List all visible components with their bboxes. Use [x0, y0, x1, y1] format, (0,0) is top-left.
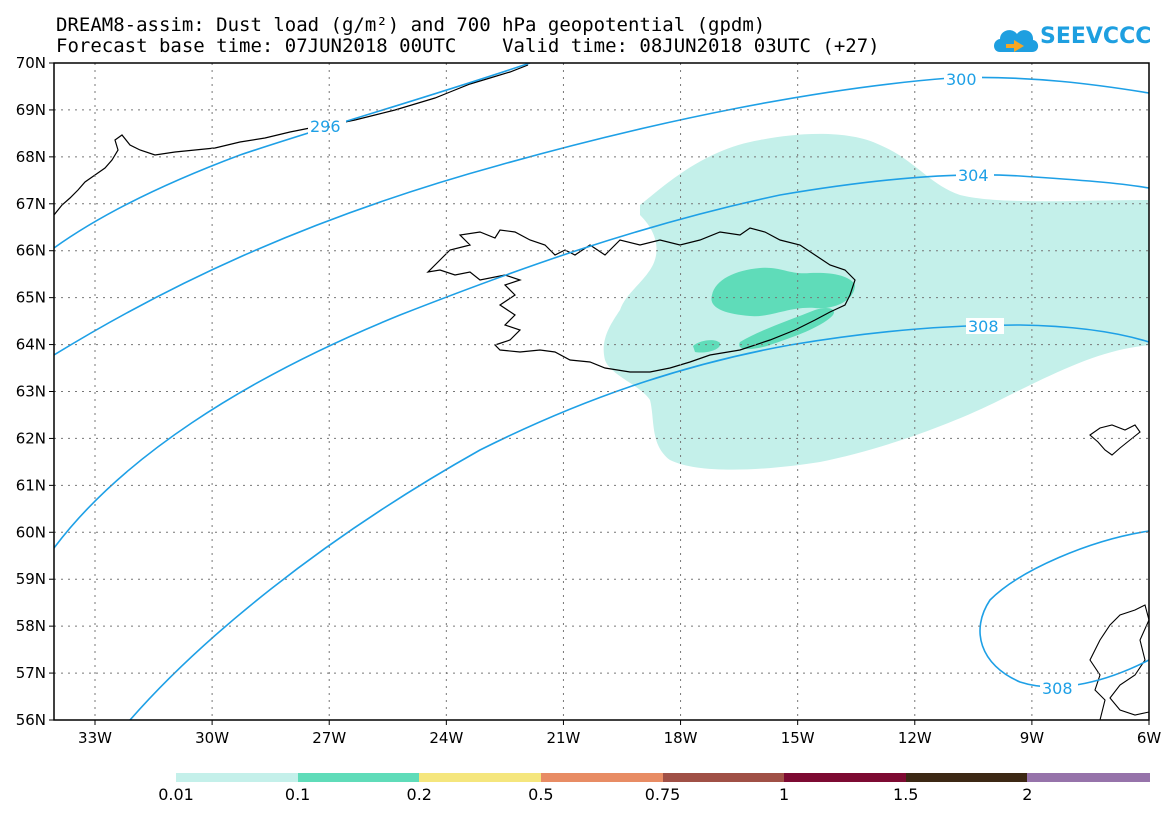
- colorbar-label: 0.01: [158, 785, 194, 804]
- faroe-coastline: [1089, 424, 1141, 456]
- colorbar-swatch: [297, 773, 420, 782]
- lat-label: 68N: [16, 148, 46, 166]
- lon-label: 24W: [429, 729, 463, 747]
- dust-area-mid-2: [739, 307, 835, 350]
- lon-label: 33W: [78, 729, 112, 747]
- colorbar-swatch: [784, 773, 907, 782]
- lat-label: 62N: [16, 429, 46, 447]
- lat-label: 57N: [16, 664, 46, 682]
- graticule: [54, 63, 1149, 720]
- lat-label: 56N: [16, 711, 46, 729]
- lat-label: 65N: [16, 289, 46, 307]
- lon-label: 30W: [195, 729, 229, 747]
- lon-label: 6W: [1137, 729, 1162, 747]
- scotland-coastline: [1089, 604, 1149, 720]
- longitude-axis: 33W 30W 27W 24W 21W 18W 15W 12W 9W 6W: [78, 720, 1161, 747]
- lat-label: 58N: [16, 617, 46, 635]
- colorbar-label: 0.2: [406, 785, 432, 804]
- dust-area-low: [603, 133, 1149, 470]
- lat-label: 63N: [16, 383, 46, 401]
- colorbar-label: 1: [779, 785, 790, 804]
- lat-label: 66N: [16, 242, 46, 260]
- contour-label-308a: 308: [968, 317, 999, 336]
- cloud-icon: [994, 30, 1039, 52]
- lon-label: 15W: [781, 729, 815, 747]
- colorbar-label: 0.5: [528, 785, 554, 804]
- lon-label: 21W: [546, 729, 580, 747]
- latitude-axis: 70N 69N 68N 67N 66N 65N 64N 63N 62N 61N 60N 59N 58N 5…: [16, 54, 54, 729]
- colorbar-label: 0.75: [644, 785, 681, 804]
- contour-304: [54, 174, 1149, 549]
- contour-308-b: [979, 530, 1149, 688]
- contour-label-296: 296: [310, 117, 341, 136]
- colorbar-swatch: [1027, 773, 1150, 782]
- map-subtitle: Forecast base time: 07JUN2018 00UTC Vali…: [56, 35, 880, 57]
- contour-308-a: [129, 324, 1149, 720]
- colorbar-swatch: [540, 773, 663, 782]
- iceland-coastline: [426, 227, 856, 373]
- contour-296: [54, 63, 531, 249]
- seevccc-logo: SEEVCCC: [1040, 24, 1152, 49]
- colorbar-label: 2: [1022, 785, 1033, 804]
- colorbar-label: 1.5: [893, 785, 919, 804]
- contour-label-300: 300: [946, 70, 977, 89]
- lat-label: 59N: [16, 570, 46, 588]
- lat-label: 69N: [16, 101, 46, 119]
- greenland-coastline: [54, 64, 529, 216]
- colorbar-swatch: [662, 773, 785, 782]
- lon-label: 27W: [312, 729, 346, 747]
- colorbar-swatch: [176, 773, 299, 782]
- lat-label: 60N: [16, 523, 46, 541]
- contour-label-304: 304: [958, 166, 989, 185]
- contour-300: [54, 76, 1149, 356]
- dust-area-mid-1: [711, 267, 855, 317]
- lon-label: 9W: [1020, 729, 1045, 747]
- colorbar-swatch: [419, 773, 542, 782]
- lat-label: 61N: [16, 476, 46, 494]
- map-title: DREAM8-assim: Dust load (g/m²) and 700 h…: [56, 14, 766, 36]
- contour-label-308b: 308: [1042, 679, 1073, 698]
- lat-label: 64N: [16, 336, 46, 354]
- lon-label: 12W: [898, 729, 932, 747]
- dust-area-mid-3: [693, 340, 721, 353]
- lat-label: 67N: [16, 195, 46, 213]
- colorbar-swatch: [905, 773, 1028, 782]
- lon-label: 18W: [664, 729, 698, 747]
- lat-label: 70N: [16, 54, 46, 72]
- colorbar-label: 0.1: [284, 785, 311, 804]
